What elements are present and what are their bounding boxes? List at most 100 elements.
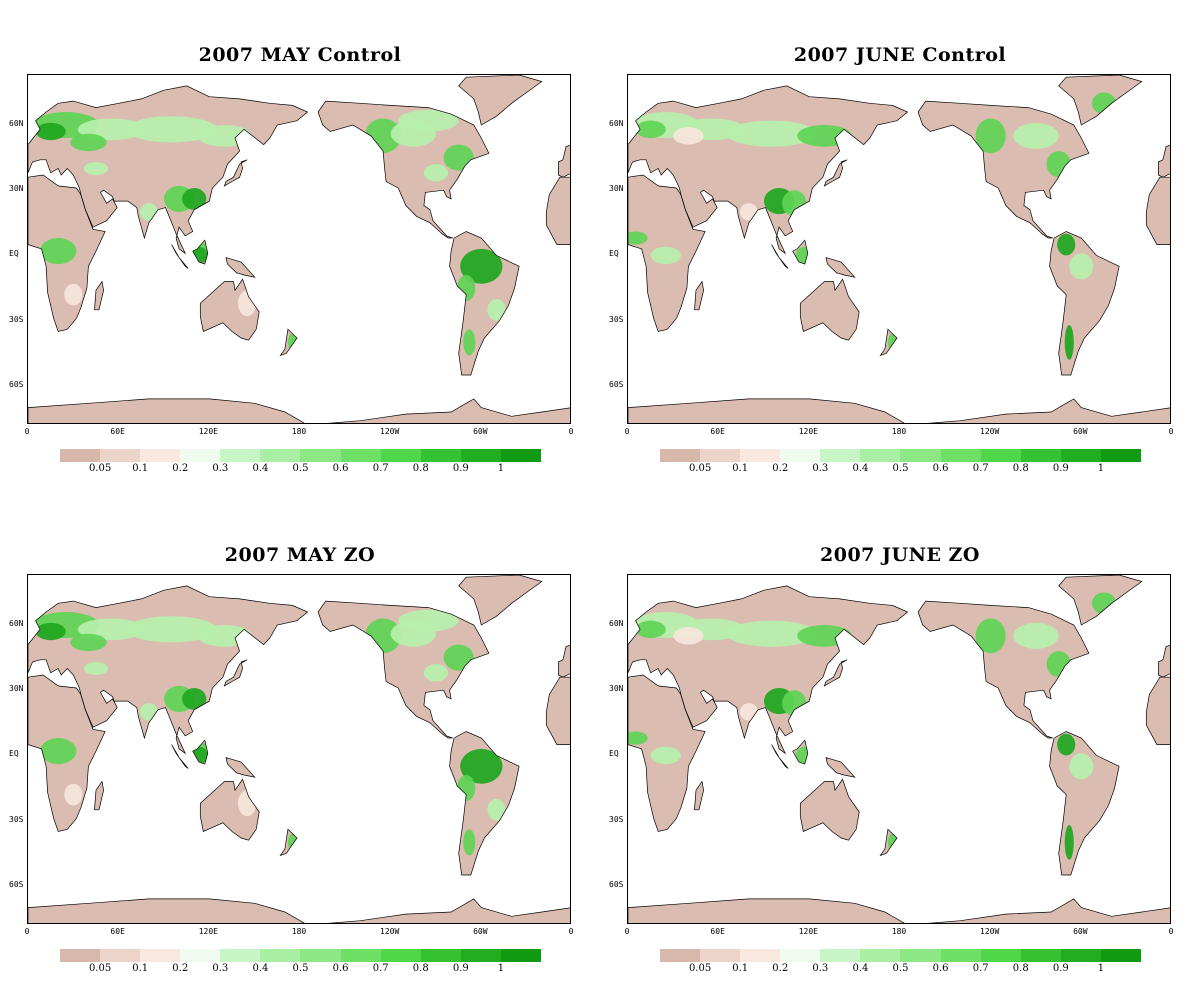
coastline [1049, 731, 1120, 876]
colorbar-segment [1100, 449, 1141, 462]
coastline [799, 278, 860, 341]
vegetation-patch [673, 127, 704, 145]
vegetation-patch [1069, 253, 1094, 280]
colorbar-label: 0.3 [812, 463, 829, 474]
longitude-label: 60W [473, 427, 488, 436]
longitude-label: 180 [291, 427, 307, 436]
latitude-label: 30N [609, 684, 624, 694]
vegetation-patch [40, 238, 77, 265]
colorbar [660, 449, 1141, 462]
colorbar-segment [740, 449, 781, 462]
colorbar-segment [700, 449, 741, 462]
colorbar-label: 0.1 [732, 963, 749, 974]
coastline [879, 828, 898, 857]
colorbar-label: 0.2 [172, 463, 189, 474]
vegetation-patch [782, 690, 807, 717]
longitude-label: 60W [1073, 927, 1088, 936]
landmass-newGuinea [226, 257, 255, 278]
coastline [792, 739, 809, 765]
vegetation-patch [726, 620, 817, 647]
coastline [825, 257, 856, 278]
colorbar-label: 1 [1097, 963, 1105, 974]
colorbar-segment [980, 949, 1021, 962]
coastline [223, 659, 248, 687]
world-map [28, 575, 570, 923]
vegetation-patch [70, 633, 107, 652]
colorbar-label: 0.3 [212, 463, 229, 474]
colorbar-label: 0.3 [212, 963, 229, 974]
colorbar-segment [140, 949, 181, 962]
vegetation-patch [1064, 825, 1074, 860]
longitude-label: 0 [24, 427, 30, 436]
colorbar-segment [260, 949, 301, 962]
colorbar-segment [740, 949, 781, 962]
colorbar-segment [100, 949, 141, 962]
vegetation-field [628, 92, 1135, 360]
latitude-label: EQ [9, 249, 19, 259]
colorbar-segment [780, 449, 821, 462]
longitude-label: 60W [1073, 427, 1088, 436]
colorbar-label: 0.05 [688, 963, 712, 974]
vegetation-patch [1119, 594, 1135, 621]
colorbar-segment [660, 949, 701, 962]
world-map [28, 75, 570, 423]
vegetation-patch [35, 622, 66, 641]
landmass-westAfrica [1146, 177, 1170, 245]
coastline [1145, 676, 1170, 745]
landmass-madagascar [694, 281, 704, 310]
latitude-label: 30N [609, 184, 624, 194]
longitude-label: 0 [624, 927, 630, 936]
vegetation-patch [1064, 325, 1074, 360]
vegetation-patch [1057, 233, 1076, 256]
coastline [28, 398, 570, 423]
coastline [792, 239, 809, 265]
coastline [1058, 575, 1143, 626]
coastline [558, 644, 570, 678]
longitude-label: 120W [380, 927, 400, 936]
coastline [628, 898, 1170, 923]
coastline [94, 280, 104, 311]
latitude-label: 60N [609, 119, 624, 128]
vegetation-patch [64, 283, 83, 306]
colorbar-label: 0.6 [332, 463, 349, 474]
coastline [28, 898, 570, 923]
colorbar-segment [980, 449, 1021, 462]
colorbar-label: 0.9 [452, 463, 469, 474]
world-map [628, 575, 1170, 923]
panel-title: 2007 MAY Control [198, 44, 402, 66]
vegetation-patch [423, 164, 449, 182]
vegetation-patch [460, 248, 503, 284]
colorbar-label: 0.5 [892, 963, 909, 974]
colorbar-label: 0.9 [1052, 463, 1069, 474]
vegetation-patch [1119, 94, 1135, 121]
coastline [458, 75, 543, 126]
colorbar-segment [900, 449, 941, 462]
vegetation-patch [126, 116, 217, 143]
latitude-label: 60N [9, 619, 24, 628]
colorbar-label: 0.4 [252, 963, 269, 974]
landmass-antarctica [628, 398, 1170, 423]
map-panel: 2007 MAY ZO 60N 30N EQ 30S 60S 0 60E 120E 180 120W… [0, 500, 600, 1000]
colorbar-segment [1020, 949, 1061, 962]
coastline [317, 100, 490, 239]
vegetation-patch [139, 203, 158, 221]
longitude-label: 60E [710, 427, 725, 436]
coastline [545, 676, 570, 745]
longitude-label: 120W [980, 927, 1000, 936]
colorbar-label: 0.8 [1012, 963, 1029, 974]
landmass-iberiaUK [558, 645, 570, 678]
colorbar-label: 0.4 [252, 463, 269, 474]
latitude-label: 30S [609, 814, 624, 824]
vegetation-patch [739, 203, 758, 221]
map-frame [27, 74, 571, 424]
latitude-label: 30S [9, 814, 24, 824]
vegetation-patch [1013, 622, 1059, 649]
coastline [94, 780, 104, 811]
landmass-southAmerica [1049, 731, 1120, 875]
vegetation-patch [443, 644, 474, 671]
coastline [628, 174, 706, 332]
landmass-antarctica [628, 898, 1170, 923]
vegetation-patch [797, 125, 852, 147]
coastline [1145, 176, 1170, 245]
vegetation-patch [398, 109, 459, 132]
